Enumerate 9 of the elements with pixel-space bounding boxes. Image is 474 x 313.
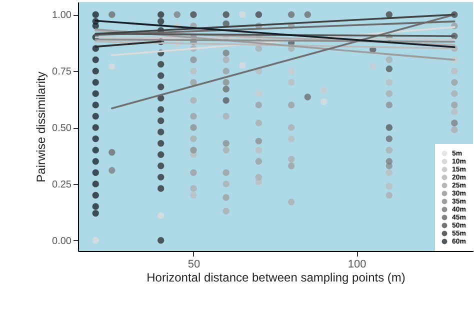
y-tick-label: 0.75 — [52, 66, 72, 78]
y-tick-label: 0.00 — [52, 236, 72, 247]
x-tick-label: 50 — [188, 258, 200, 270]
y-tick-label: 0.50 — [52, 123, 72, 134]
y-tick-label: 0.25 — [52, 179, 72, 190]
y-tick-label: 1.00 — [52, 10, 72, 22]
x-tick-label: 100 — [348, 258, 366, 270]
x-axis-title: Horizontal distance between sampling points (m) — [146, 270, 406, 284]
y-axis-title: Pairwise dissimilarity — [34, 72, 48, 182]
